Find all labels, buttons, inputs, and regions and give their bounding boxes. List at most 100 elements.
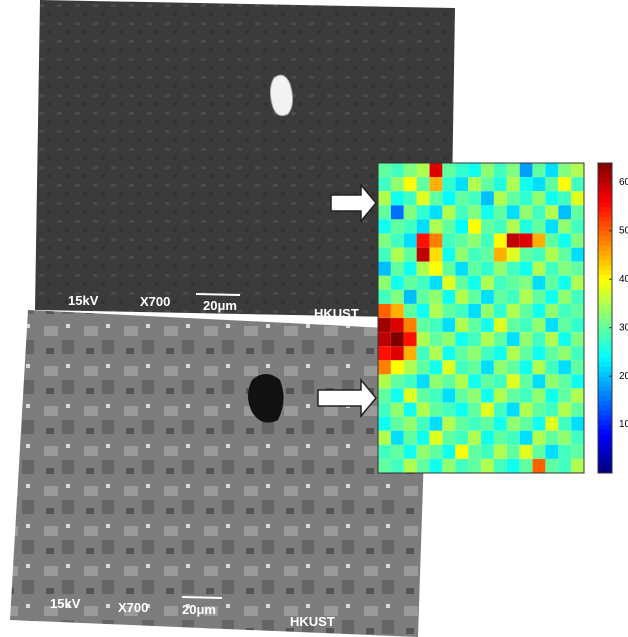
- heatmap-cell: [403, 388, 418, 404]
- colorbar-step: [598, 356, 612, 363]
- colorbar-step: [598, 245, 612, 251]
- heatmap-cell: [519, 303, 534, 319]
- heatmap-cell: [377, 261, 392, 277]
- heatmap-cell: [493, 345, 508, 361]
- heatmap-cell: [429, 444, 443, 460]
- heatmap-cell: [455, 360, 469, 375]
- heatmap-cell: [455, 275, 469, 291]
- heatmap-cell: [493, 331, 508, 347]
- heatmap-cell: [493, 219, 508, 234]
- heatmap-cell: [493, 402, 508, 418]
- heatmap-cell: [545, 190, 559, 206]
- heatmap-cell: [403, 275, 418, 291]
- heatmap-cell: [455, 219, 469, 234]
- heatmap-cell: [519, 190, 534, 206]
- heatmap-cell: [532, 458, 546, 474]
- heatmap-cell: [506, 416, 521, 432]
- heatmap-cell: [570, 162, 585, 178]
- colorbar: 10 20 30 40 50 60: [597, 162, 628, 474]
- heatmap-cell: [467, 317, 482, 333]
- heatmap-cell: [403, 374, 418, 389]
- heatmap-cell: [570, 388, 585, 404]
- heatmap-cell: [480, 402, 495, 418]
- heatmap-cell: [558, 388, 572, 404]
- heatmap-cell: [390, 402, 405, 418]
- colorbar-step: [598, 269, 612, 275]
- colorbar-step: [598, 206, 612, 212]
- heatmap-cell: [403, 416, 418, 432]
- heatmap-cell: [558, 233, 572, 249]
- heatmap-cell: [429, 289, 443, 305]
- bottom-sem-image: 15kV X700 20μm HKUST: [10, 310, 428, 637]
- heatmap-cell: [390, 430, 405, 446]
- heatmap-cell: [377, 233, 392, 249]
- colorbar-tick-label: 50: [619, 225, 628, 236]
- colorbar-step: [598, 235, 612, 241]
- colorbar-tick-label: 20: [619, 371, 628, 382]
- heatmap-cell: [506, 190, 521, 206]
- colorbar-tick-label: 30: [619, 322, 628, 333]
- heatmap-cell: [480, 388, 495, 404]
- colorbar-step: [598, 216, 612, 222]
- heatmap-cell: [493, 374, 508, 389]
- heatmap-cell: [416, 458, 431, 474]
- heatmap-cell: [429, 345, 443, 361]
- heatmap-cell: [416, 430, 431, 446]
- heatmap-cell: [416, 317, 431, 333]
- heatmap-cell: [519, 402, 534, 418]
- heatmap-cell: [519, 374, 534, 389]
- heatmap-cell: [455, 162, 469, 178]
- heatmap-cell: [455, 345, 469, 361]
- heatmap-cell: [467, 162, 482, 178]
- heatmap-cell: [570, 205, 585, 220]
- heatmap-cell: [377, 430, 392, 446]
- heatmap-cell: [455, 190, 469, 206]
- heatmap-cell: [558, 402, 572, 418]
- heatmap-cell: [467, 360, 482, 375]
- heatmap-cell: [545, 275, 559, 291]
- colorbar-step: [598, 308, 612, 314]
- colorbar-step: [598, 177, 612, 183]
- heatmap-cell: [545, 261, 559, 277]
- heatmap-cell: [570, 402, 585, 418]
- heatmap-cell: [506, 402, 521, 418]
- heatmap-cell: [493, 317, 508, 333]
- heatmap-cell: [545, 233, 559, 249]
- heatmap-cell: [570, 233, 585, 249]
- colorbar-step: [598, 225, 612, 232]
- colorbar-frame: [597, 162, 613, 474]
- heatmap-cell: [558, 317, 572, 333]
- heatmap-cell: [570, 360, 585, 375]
- colorbar-step: [598, 279, 612, 285]
- heatmap-cell: [467, 233, 482, 249]
- heatmap-cell: [403, 430, 418, 446]
- heatmap-cell: [455, 176, 469, 192]
- heatmap-cell: [506, 176, 521, 192]
- colorbar-step: [598, 361, 612, 367]
- heatmap-cell: [442, 233, 456, 249]
- colorbar-step: [598, 221, 612, 227]
- heatmap-cell: [493, 275, 508, 291]
- heatmap-cell: [558, 331, 572, 347]
- colorbar-step: [598, 337, 612, 343]
- heatmap-cell: [519, 162, 534, 178]
- heatmap-cell: [545, 219, 559, 234]
- colorbar-step: [598, 264, 612, 271]
- colorbar-step: [598, 259, 612, 266]
- heatmap-cell: [506, 247, 521, 263]
- heatmap-cell: [493, 388, 508, 404]
- heatmap-cell: [442, 416, 456, 432]
- colorbar-tick-label: 40: [619, 274, 628, 285]
- heatmap-cell: [519, 345, 534, 361]
- heatmap-cell: [532, 331, 546, 347]
- heatmap-cell: [558, 205, 572, 220]
- heatmap-cell: [480, 416, 495, 432]
- colorbar-step: [598, 448, 612, 455]
- heatmap-cell: [480, 374, 495, 389]
- heatmap-cell: [532, 374, 546, 389]
- heatmap-cell: [467, 374, 482, 389]
- heatmap-cell: [467, 444, 482, 460]
- heatmap-cell: [377, 162, 392, 178]
- colorbar-step: [598, 322, 612, 329]
